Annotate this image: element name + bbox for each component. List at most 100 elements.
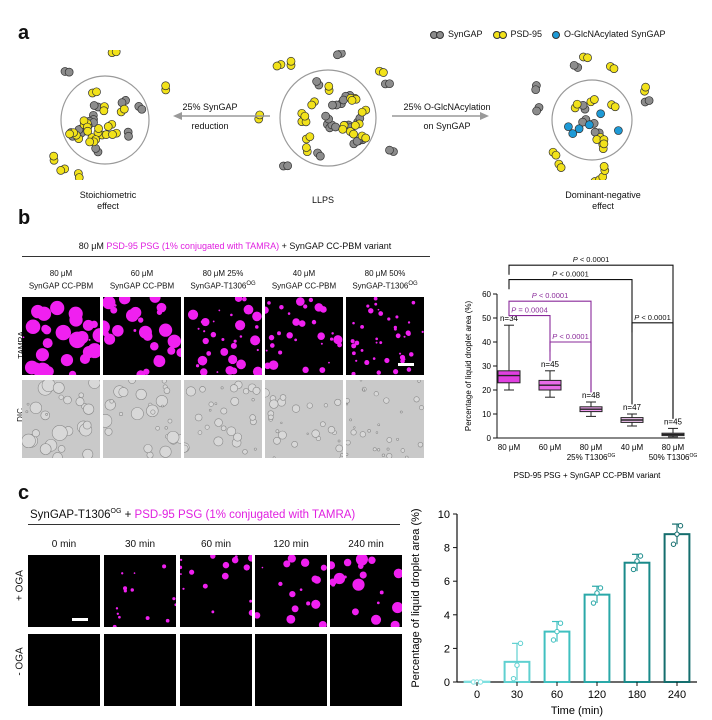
n-label: n=47 — [623, 403, 642, 412]
droplet — [299, 588, 303, 591]
dic-droplet — [306, 432, 309, 435]
droplet — [201, 317, 210, 327]
data-point — [557, 620, 564, 626]
molecule — [385, 79, 394, 89]
dic-droplet — [197, 430, 203, 435]
minus-oga-image-30 — [104, 634, 176, 706]
data-point — [550, 637, 557, 643]
droplet — [195, 364, 200, 368]
molecule — [312, 77, 321, 86]
dic-droplet — [346, 439, 351, 446]
p-value-label: P < 0.0001 — [634, 313, 671, 322]
droplet — [211, 610, 215, 614]
droplet — [236, 359, 246, 370]
dic-droplet — [229, 384, 239, 393]
droplet — [308, 297, 314, 303]
droplet — [116, 612, 119, 615]
dic-droplet — [400, 448, 405, 453]
significance-bracket — [549, 341, 592, 393]
dic-droplet — [194, 413, 203, 422]
dic-droplet — [373, 391, 379, 397]
droplet — [292, 318, 300, 326]
oglc-molecule — [574, 124, 584, 134]
droplet — [35, 348, 49, 362]
dic-droplet — [88, 380, 100, 389]
droplet — [69, 313, 83, 327]
droplet — [289, 591, 296, 598]
data-point — [674, 531, 680, 537]
dic-droplet — [63, 395, 72, 405]
droplet — [112, 624, 117, 627]
droplet — [201, 362, 205, 366]
droplet — [311, 599, 321, 609]
droplet — [167, 334, 181, 348]
x-tick-label-sub: 25% T1306OG — [567, 453, 616, 462]
x-tick-label-sub: 50% T1306OG — [649, 453, 698, 462]
droplet — [311, 319, 317, 325]
dic-droplet — [220, 425, 227, 431]
droplet — [252, 366, 262, 375]
droplet — [392, 602, 402, 614]
panel-a-schematic — [49, 50, 654, 180]
minus-oga-image-240 — [330, 634, 402, 706]
molecule — [599, 139, 609, 149]
droplet — [261, 566, 264, 569]
droplet — [156, 309, 163, 315]
x-axis-label: PSD-95 PSG + SynGAP CC-PBM variant — [514, 471, 662, 480]
droplet — [231, 556, 239, 564]
dic-droplet — [199, 386, 206, 393]
data-point — [634, 558, 640, 564]
data-point — [517, 640, 524, 647]
droplet — [222, 561, 230, 569]
data-point — [637, 553, 644, 559]
droplet — [176, 348, 181, 358]
time-label-240: 240 min — [348, 539, 384, 550]
data-point — [597, 585, 604, 591]
dic-droplet — [39, 443, 52, 455]
droplet — [115, 607, 119, 610]
dic-droplet — [83, 403, 95, 415]
dic-droplet — [26, 402, 30, 406]
dic-droplet — [383, 397, 390, 404]
dic-droplet — [128, 380, 136, 384]
dic-droplet — [359, 380, 363, 382]
x-tick-label: 180 — [628, 689, 646, 701]
droplet — [104, 298, 115, 309]
droplet — [230, 342, 237, 349]
droplet — [407, 321, 411, 324]
dic-droplet — [280, 421, 283, 424]
droplet — [311, 575, 319, 583]
droplet — [118, 615, 121, 619]
molecule — [590, 95, 599, 104]
droplet — [375, 337, 378, 341]
molecule — [357, 107, 367, 117]
dic-image-1 — [22, 380, 100, 458]
droplet — [31, 304, 45, 319]
droplet — [286, 614, 296, 624]
droplet — [411, 300, 416, 305]
right-arrow-label: 25% O-GlcNAcylation on SynGAP — [403, 102, 491, 131]
dic-droplet — [31, 429, 40, 438]
dic-droplet — [306, 402, 313, 409]
droplet — [379, 590, 384, 595]
dic-droplet — [273, 436, 281, 445]
droplet — [88, 338, 91, 341]
panel-c-header-rule — [28, 524, 400, 525]
dic-droplet — [346, 452, 349, 456]
droplet — [150, 341, 159, 351]
droplet — [376, 370, 381, 375]
droplet — [403, 358, 406, 361]
droplet — [328, 361, 330, 364]
droplet — [69, 331, 86, 349]
dic-droplet — [419, 405, 424, 411]
droplet — [320, 342, 323, 345]
droplet — [249, 599, 252, 603]
col-label-4: 40 μM SynGAP CC-PBM — [271, 269, 337, 291]
left-arrow-label: 25% SynGAP reduction — [182, 102, 238, 131]
y-tick-label: 40 — [482, 338, 491, 347]
droplet — [355, 359, 358, 362]
panel-a-legend: SynGAP PSD-95 O-GlcNAcylated SynGAP — [430, 29, 666, 40]
dic-droplet — [249, 414, 256, 421]
molecule — [328, 100, 337, 110]
bar — [663, 533, 691, 683]
